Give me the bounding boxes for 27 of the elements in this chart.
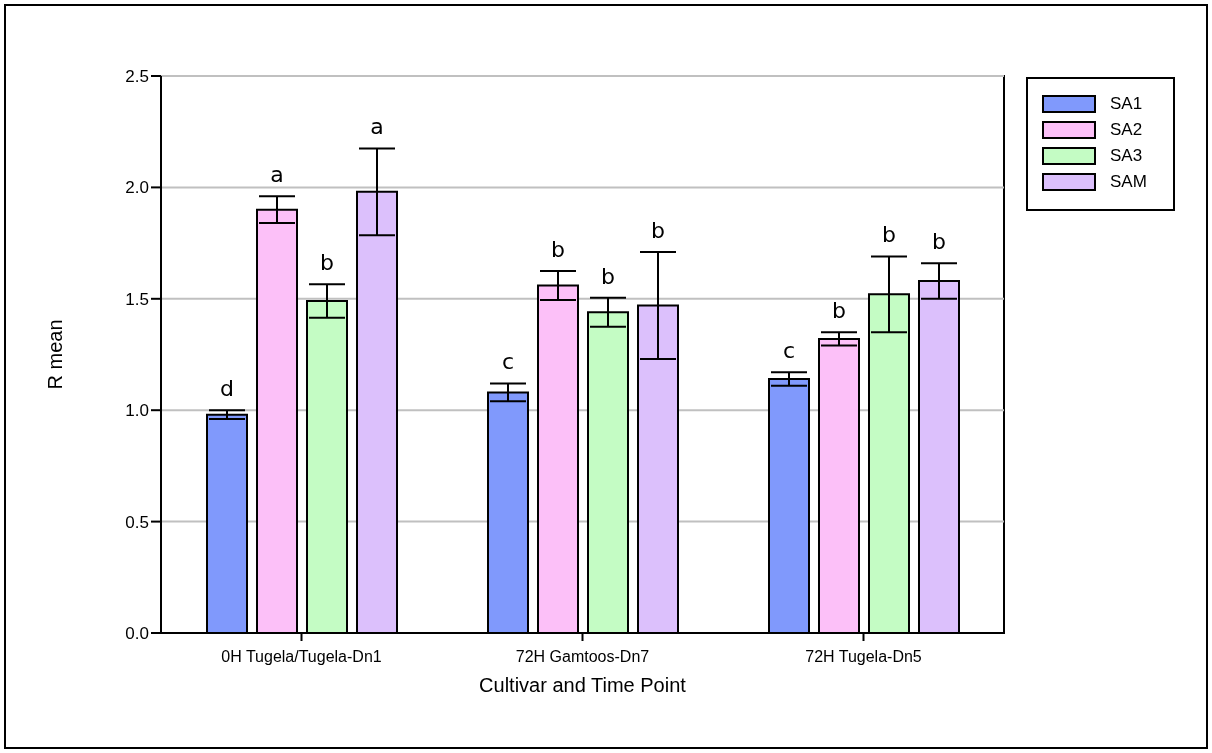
data-label: d <box>220 376 234 402</box>
y-tick-label: 1.5 <box>125 289 149 309</box>
x-tick-label: 72H Tugela-Dn5 <box>805 648 922 666</box>
data-label: b <box>320 250 334 276</box>
data-label: b <box>932 229 946 255</box>
data-label: b <box>832 298 846 324</box>
legend-label: SA3 <box>1110 146 1143 166</box>
data-label: c <box>782 338 796 364</box>
legend-label: SA2 <box>1110 120 1143 140</box>
x-tick-label: 72H Gamtoos-Dn7 <box>515 648 650 666</box>
data-label: b <box>651 218 665 244</box>
data-label: b <box>882 222 896 248</box>
data-label: a <box>270 162 284 188</box>
data-label: a <box>370 114 384 140</box>
y-tick-label: 0.5 <box>125 512 149 532</box>
data-label: c <box>501 349 515 375</box>
data-label: b <box>601 263 615 289</box>
y-tick-label: 2.5 <box>125 67 149 87</box>
legend-label: SAM <box>1110 172 1147 192</box>
data-label: b <box>551 236 565 262</box>
x-axis-title: Cultivar and Time Point <box>479 674 687 697</box>
legend-label: SA1 <box>1110 94 1143 114</box>
y-axis-title: R mean <box>44 319 67 390</box>
y-tick-label: 1.0 <box>125 401 149 421</box>
y-tick-label: 2.0 <box>125 178 149 198</box>
y-tick-label: 0.0 <box>125 624 149 644</box>
x-tick-label: 0H Tugela/Tugela-Dn1 <box>221 648 382 666</box>
